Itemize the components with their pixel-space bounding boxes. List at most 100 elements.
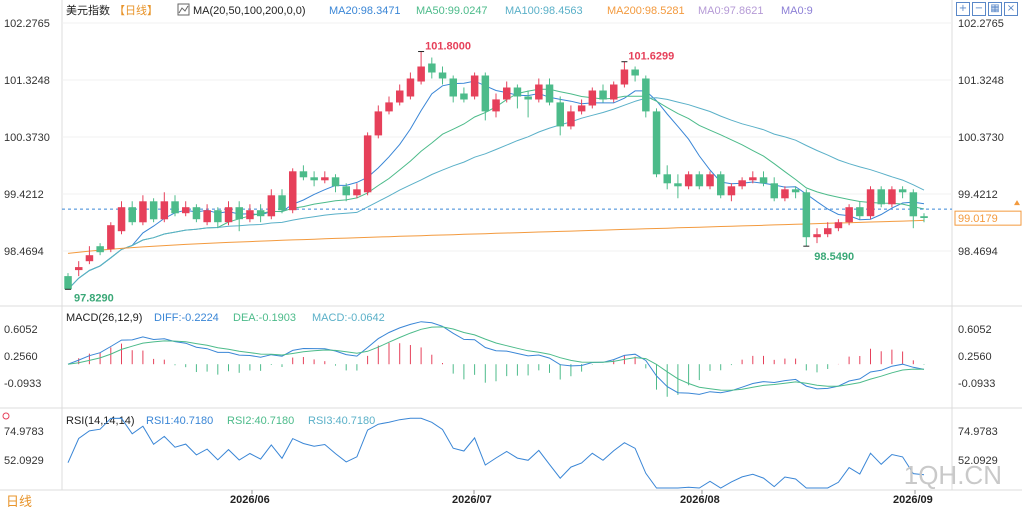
- candle-body: [695, 174, 704, 187]
- macd-tick-left: 0.2560: [4, 351, 38, 363]
- candle-body: [267, 195, 276, 217]
- watermark: 1QH.CN: [903, 460, 1002, 490]
- price-tick-right: 102.2765: [958, 18, 1004, 30]
- candle-body: [321, 177, 329, 181]
- candle-body: [577, 105, 586, 112]
- macd-diff-line: [67, 321, 925, 395]
- price-axis-right: 102.2765 101.3248 100.3730 99.4212 98.4694: [958, 18, 1004, 258]
- price-tick-right: 101.3248: [958, 75, 1004, 87]
- square-minus-icon[interactable]: −: [972, 2, 986, 16]
- date-tick: 2026/08: [680, 494, 720, 506]
- candle-body: [64, 276, 72, 290]
- candle-body: [224, 207, 233, 223]
- candle-body: [235, 207, 243, 220]
- candle-body: [353, 189, 361, 196]
- candle-body: [652, 111, 661, 175]
- last-price-value: 99.0179: [958, 213, 998, 225]
- price-tick-left: 100.3730: [4, 132, 50, 144]
- rsi-tick-right: 52.0929: [958, 455, 998, 467]
- candle-body: [631, 69, 639, 76]
- candle-body: [107, 225, 115, 250]
- last-price-box: [954, 210, 1022, 226]
- candle-body: [620, 69, 629, 85]
- rsi-line: [67, 417, 925, 489]
- close-icon[interactable]: ×: [1004, 2, 1018, 16]
- candle-body: [524, 96, 532, 100]
- macd-dea-line: [67, 326, 925, 391]
- grid-icon[interactable]: ▦: [988, 2, 1002, 16]
- date-tick: 2026/07: [452, 494, 492, 506]
- candle-body: [781, 189, 789, 199]
- candle-body: [438, 72, 447, 79]
- macd-tick-left: -0.0933: [4, 378, 41, 390]
- candle-body: [813, 234, 821, 238]
- candle-body: [139, 201, 147, 223]
- candle-body: [460, 93, 468, 100]
- candle-body: [834, 222, 843, 229]
- candle-body: [610, 84, 618, 100]
- candle-body: [299, 171, 308, 178]
- rsi1-line: [67, 417, 925, 489]
- candle-body: [802, 192, 811, 238]
- candle-body: [898, 189, 907, 193]
- price-tick-left: 99.4212: [4, 189, 44, 201]
- candle-body: [909, 192, 918, 217]
- candle-body: [182, 207, 190, 214]
- candle-body: [545, 84, 554, 103]
- macd-axis: 0.6052 0.6052 0.2560 0.2560 -0.0933 -0.0933: [4, 324, 995, 390]
- candle-body: [492, 99, 500, 112]
- candle-body: [96, 246, 104, 253]
- rsi-label[interactable]: RSI(14,14,14): [66, 415, 134, 427]
- candle-body: [556, 102, 564, 127]
- candle-body: [674, 183, 682, 187]
- candle-body: [727, 186, 736, 196]
- last-price-arrow-icon: [1014, 200, 1020, 206]
- candle-body: [374, 111, 383, 136]
- candle-body: [706, 174, 714, 187]
- high-annotation-1: 101.8000: [425, 41, 471, 53]
- candle-body: [481, 75, 490, 112]
- ma100-label: MA100:98.4563: [505, 5, 583, 17]
- rsi-marker-icon: [2, 412, 10, 420]
- macd-diff-label: DIFF:-0.2224: [154, 312, 219, 324]
- candle-body: [470, 75, 479, 97]
- macd-label[interactable]: MACD(26,12,9): [66, 312, 142, 324]
- candle-body: [363, 135, 372, 193]
- candle-body: [503, 87, 511, 100]
- candlestick-series: [64, 51, 928, 290]
- candle-body: [75, 267, 83, 271]
- ma-settings-label[interactable]: MA(20,50,100,200,0,0): [193, 5, 306, 17]
- candle-body: [845, 207, 853, 223]
- candle-body: [449, 78, 457, 97]
- candle-body: [289, 171, 297, 211]
- macd-value-label: MACD:-0.0642: [312, 312, 385, 324]
- candle-body: [256, 210, 265, 217]
- extreme-annotations: 101.8000 101.6299 97.8290 98.5490: [65, 41, 854, 304]
- period-label[interactable]: 【日线】: [114, 3, 158, 17]
- price-tick-right: 99.4212: [958, 189, 998, 201]
- candle-body: [749, 177, 757, 181]
- price-tick-left: 102.2765: [4, 18, 50, 30]
- ma0-label-2: MA0:9: [781, 5, 813, 17]
- candle-body: [214, 210, 222, 223]
- price-axis-left: 102.2765 101.3248 100.3730 99.4212 98.4694: [4, 18, 50, 258]
- candle-body: [599, 90, 607, 100]
- ma-toggle-icon[interactable]: [177, 3, 190, 16]
- date-tick: 2026/09: [893, 494, 933, 506]
- period-tag[interactable]: 日线: [6, 495, 33, 510]
- square-plus-icon[interactable]: +: [956, 2, 970, 16]
- candle-body: [331, 177, 340, 187]
- candle-body: [642, 78, 650, 112]
- candle-body: [866, 189, 875, 217]
- candle-body: [428, 63, 436, 73]
- candle-body: [717, 174, 725, 196]
- candle-body: [117, 207, 126, 232]
- candle-body: [310, 177, 318, 181]
- candle-body: [278, 195, 286, 211]
- macd-tick-left: 0.6052: [4, 324, 38, 336]
- date-tick: 2026/06: [230, 494, 270, 506]
- rsi2-label: RSI2:40.7180: [227, 415, 294, 427]
- candle-body: [85, 255, 94, 262]
- candle-body: [791, 189, 800, 193]
- ma100-line: [67, 97, 925, 290]
